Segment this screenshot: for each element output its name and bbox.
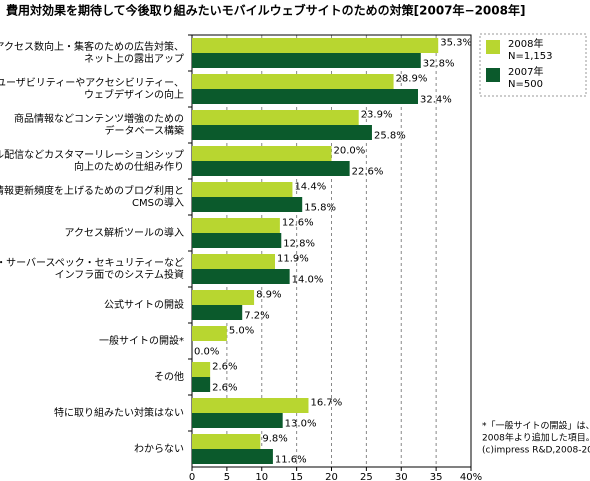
value-label: 7.2% [244,311,269,322]
value-label: 20.0% [334,146,366,157]
bar [192,89,418,104]
legend-swatch [486,68,500,82]
x-tick-label: 10 [255,472,268,481]
bar [192,290,255,305]
value-label: 8.9% [256,290,281,301]
value-label: 0.0% [194,347,219,358]
bar [192,53,421,68]
value-label: 5.0% [229,326,254,337]
bar [192,218,280,233]
bar [192,434,261,449]
bar [192,38,439,53]
value-label: 15.8% [304,203,336,214]
y-tick-label: 帯域・サーバースペック・セキュリティーなどインフラ面でのシステム投資 [0,256,184,281]
value-label: 32.8% [423,59,455,70]
value-label: 16.7% [310,398,342,409]
note: (c)impress R&D,2008-2009 [482,446,590,456]
y-tick-label: メール配信などカスタマーリレーションシップ向上のための仕組み作り [0,149,184,173]
x-tick-label: 20 [325,472,338,481]
value-label: 35.3% [440,38,472,49]
y-tick-label: 公式サイトの開設 [104,298,184,311]
y-tick-label: アクセス数向上・集客のための広告対策、ネット上の露出アップ [0,40,184,65]
note: 2008年より追加した項目。 [482,432,590,444]
bar [192,362,211,377]
value-label: 12.8% [283,239,315,250]
value-label: 11.9% [277,254,309,265]
bar [192,254,276,269]
x-tick-label: 35 [430,472,443,481]
x-tick-label: 25 [360,472,373,481]
x-tick-label: 0 [189,472,195,481]
bar [192,305,243,320]
value-label: 32.4% [420,95,452,106]
y-tick-label: その他 [154,370,184,383]
legend-label: 2007年 N=500 [508,65,543,90]
value-label: 25.8% [374,131,406,142]
y-tick-label: 特に取り組みたい対策はない [54,406,184,419]
value-label: 28.9% [396,74,428,85]
bar [192,326,227,341]
legend-label: 2008年 N=1,153 [508,37,553,62]
legend-swatch [486,40,500,54]
note: *「一般サイトの開設」は、 [482,420,590,432]
value-label: 23.9% [361,110,393,121]
value-label: 9.8% [262,434,287,445]
y-tick-label: アクセス解析ツールの導入 [65,226,185,239]
value-label: 22.6% [352,167,384,178]
bar [192,377,211,392]
value-label: 14.0% [292,275,324,286]
y-tick-label: ユーザビリティーやアクセシビリティー、ウェブデザインの向上 [0,77,184,101]
bar [192,233,282,248]
value-label: 11.6% [275,455,307,466]
bar [192,74,394,89]
bar [192,449,273,464]
bar [192,125,372,140]
chart-title: 費用対効果を期待して今後取り組みたいモバイルウェブサイトのための対策[2007年… [6,3,525,18]
y-tick-label: わからない [134,443,184,455]
bar [192,413,283,428]
y-tick-label: 情報更新頻度を上げるためのブログ利用と CMSの導入 [0,184,184,209]
bar [192,110,359,125]
value-label: 13.0% [285,419,317,430]
value-label: 14.4% [294,182,326,193]
x-tick-label: 40% [460,472,482,481]
bar [192,182,293,197]
value-label: 2.6% [212,362,237,373]
x-tick-label: 5 [224,472,230,481]
bar [192,146,332,161]
bar [192,269,290,284]
bar [192,197,303,212]
x-tick-label: 30 [395,472,408,481]
bar [192,161,350,176]
value-label: 12.6% [282,218,314,229]
y-tick-label: 一般サイトの開設* [99,334,184,347]
bar [192,398,309,413]
value-label: 2.6% [212,383,237,394]
x-tick-label: 15 [290,472,303,481]
y-tick-label: 商品情報などコンテンツ増強のためのデータベース構築 [14,112,184,137]
